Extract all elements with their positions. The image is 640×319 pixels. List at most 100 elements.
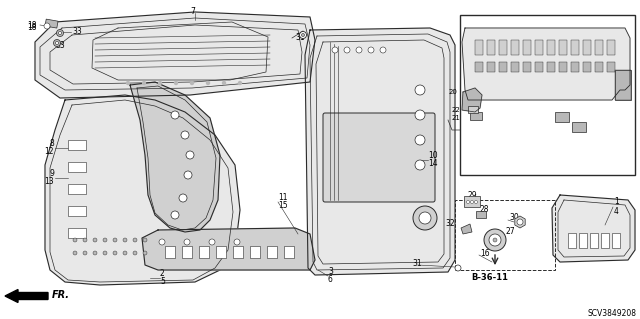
Circle shape xyxy=(493,238,497,242)
Bar xyxy=(284,246,294,258)
Bar xyxy=(182,246,192,258)
Bar xyxy=(233,246,243,258)
Circle shape xyxy=(103,238,107,242)
Text: 23: 23 xyxy=(530,45,539,51)
Bar xyxy=(511,62,519,72)
Circle shape xyxy=(58,32,61,34)
Text: 31: 31 xyxy=(295,33,305,41)
Bar xyxy=(607,62,615,72)
Circle shape xyxy=(184,239,190,245)
Bar xyxy=(470,112,482,120)
Text: 25: 25 xyxy=(572,117,580,123)
Polygon shape xyxy=(552,195,635,262)
Circle shape xyxy=(56,41,58,44)
Circle shape xyxy=(113,251,117,255)
Circle shape xyxy=(489,234,501,246)
Circle shape xyxy=(191,81,193,85)
Bar xyxy=(523,62,531,72)
Text: 31: 31 xyxy=(412,259,422,269)
Text: 22: 22 xyxy=(451,107,460,113)
Circle shape xyxy=(474,201,477,204)
Circle shape xyxy=(223,81,225,85)
Bar xyxy=(555,112,569,122)
Circle shape xyxy=(209,239,215,245)
Bar xyxy=(499,62,507,72)
Circle shape xyxy=(103,251,107,255)
Bar xyxy=(68,184,86,194)
Bar xyxy=(267,246,277,258)
Bar xyxy=(615,70,631,100)
Text: 2: 2 xyxy=(160,270,164,278)
Polygon shape xyxy=(305,28,455,275)
Text: 11: 11 xyxy=(278,192,287,202)
Circle shape xyxy=(44,23,50,29)
Bar xyxy=(579,233,587,248)
Bar xyxy=(612,233,620,248)
Polygon shape xyxy=(130,82,220,232)
Text: 5: 5 xyxy=(160,278,165,286)
Polygon shape xyxy=(142,228,315,270)
Text: 1: 1 xyxy=(614,197,619,206)
Circle shape xyxy=(175,81,177,85)
Circle shape xyxy=(415,135,425,145)
Text: 6: 6 xyxy=(328,276,333,285)
Bar xyxy=(250,246,260,258)
Bar xyxy=(559,40,567,55)
Bar xyxy=(68,140,86,150)
Polygon shape xyxy=(461,224,472,234)
Circle shape xyxy=(332,47,338,53)
FancyArrow shape xyxy=(5,290,48,302)
Text: 28: 28 xyxy=(480,205,490,214)
Bar xyxy=(464,196,480,207)
Bar xyxy=(547,40,555,55)
Bar xyxy=(523,40,531,55)
Bar xyxy=(615,70,631,100)
Text: 33: 33 xyxy=(72,26,82,35)
Text: 30: 30 xyxy=(509,213,519,222)
Circle shape xyxy=(234,239,240,245)
Circle shape xyxy=(123,251,127,255)
Text: 3: 3 xyxy=(328,268,333,277)
Bar xyxy=(475,40,483,55)
Circle shape xyxy=(380,47,386,53)
Circle shape xyxy=(368,47,374,53)
Bar xyxy=(468,106,478,113)
Polygon shape xyxy=(45,95,240,285)
Bar xyxy=(571,62,579,72)
Circle shape xyxy=(179,194,187,202)
Circle shape xyxy=(93,238,97,242)
Text: 16: 16 xyxy=(480,249,490,257)
Bar xyxy=(460,15,635,175)
Text: 12: 12 xyxy=(45,146,54,155)
Bar xyxy=(559,62,567,72)
Bar xyxy=(475,62,483,72)
Bar xyxy=(511,40,519,55)
Bar xyxy=(487,62,495,72)
Circle shape xyxy=(415,85,425,95)
Text: FR.: FR. xyxy=(52,290,70,300)
Circle shape xyxy=(133,251,137,255)
Bar xyxy=(535,62,543,72)
Circle shape xyxy=(56,29,63,36)
Bar xyxy=(547,62,555,72)
Text: B-36-11: B-36-11 xyxy=(472,273,509,283)
Circle shape xyxy=(467,201,470,204)
Bar xyxy=(68,162,86,172)
Bar xyxy=(595,62,603,72)
Circle shape xyxy=(171,211,179,219)
Circle shape xyxy=(413,206,437,230)
Circle shape xyxy=(143,238,147,242)
Circle shape xyxy=(186,151,194,159)
Text: 21: 21 xyxy=(451,115,460,121)
Circle shape xyxy=(207,81,209,85)
Circle shape xyxy=(73,238,77,242)
Circle shape xyxy=(301,33,305,36)
Circle shape xyxy=(181,131,189,139)
Circle shape xyxy=(344,47,350,53)
Text: 7: 7 xyxy=(191,6,195,16)
Bar xyxy=(165,246,175,258)
Circle shape xyxy=(415,160,425,170)
Bar xyxy=(476,211,486,218)
Text: SCV3849208: SCV3849208 xyxy=(588,308,637,317)
Text: 18: 18 xyxy=(27,20,36,29)
